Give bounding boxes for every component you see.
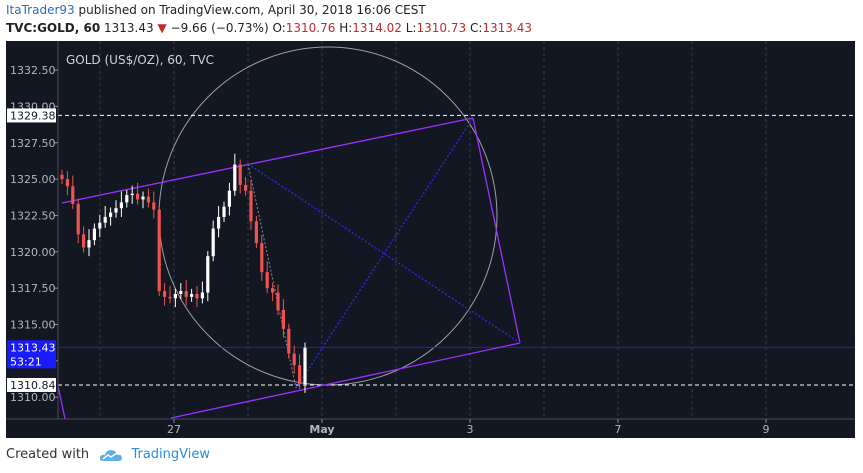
close-label: C: — [469, 21, 483, 35]
candle-body-43 — [292, 353, 296, 366]
candle-body-31 — [227, 190, 231, 207]
open-label: O: — [272, 21, 286, 35]
candle-body-23 — [184, 291, 188, 297]
y-tick-label-7: 1315.00 — [10, 319, 56, 332]
candle-body-5 — [87, 240, 91, 248]
open-value: 1310.76 — [285, 21, 336, 35]
down-arrow-icon: ▼ — [157, 21, 167, 35]
high-value: 1314.02 — [352, 21, 402, 35]
tradingview-brand[interactable]: TradingView — [131, 447, 210, 462]
channel-bottom-line — [170, 342, 521, 419]
symbol-label: TVC:GOLD, 60 — [6, 21, 101, 35]
countdown-label: 53:21 — [10, 355, 42, 368]
candle-body-21 — [173, 293, 177, 299]
drawings-layer — [58, 46, 855, 419]
symbol-summary: TVC:GOLD, 60 1313.43 ▼ −9.66 (−0.73%) O:… — [6, 21, 532, 35]
candle-body-11 — [119, 202, 123, 209]
candle-body-2 — [71, 186, 75, 204]
author-link[interactable]: ItaTrader93 — [6, 3, 75, 17]
time-axis-bg — [6, 419, 855, 438]
pitch-line-b — [295, 117, 474, 389]
y-tick-label-9: 1310.00 — [10, 391, 56, 404]
candle-body-44 — [298, 365, 302, 385]
footer: Created with TradingView — [6, 447, 210, 462]
candle-body-15 — [141, 196, 145, 200]
candle-body-3 — [76, 203, 80, 235]
candle-body-32 — [233, 164, 237, 191]
candle-body-1 — [65, 179, 69, 187]
y-tick-label-4: 1322.50 — [10, 209, 56, 222]
created-with-text: Created with — [6, 447, 90, 462]
y-tick-label-2: 1327.50 — [10, 137, 56, 150]
candle-body-42 — [287, 328, 291, 354]
x-tick-label-2: 3 — [467, 423, 474, 436]
candle-body-27 — [206, 256, 210, 293]
tradingview-cloud-icon — [100, 449, 123, 461]
low-label: L: — [405, 21, 417, 35]
current-price-label-box — [7, 340, 56, 369]
lower-level-label-text: 1310.84 — [10, 379, 56, 392]
candle-body-33 — [238, 164, 242, 185]
channel-left-stub — [58, 385, 66, 419]
candle-body-24 — [190, 293, 194, 297]
x-tick-label-4: 9 — [763, 423, 770, 436]
x-tick-label-1: May — [309, 423, 334, 436]
chart-area[interactable]: GOLD (US$/OZ), 60, TVC 1332.50 1330.00 1327… — [6, 41, 855, 438]
candle-body-17 — [152, 202, 156, 210]
candle-body-30 — [222, 206, 226, 217]
price-chart-svg[interactable]: GOLD (US$/OZ), 60, TVC1332.501330.001327… — [6, 41, 855, 438]
chart-background — [6, 41, 855, 438]
candle-body-12 — [125, 195, 129, 203]
upper-level-label-text: 1329.38 — [10, 109, 56, 122]
candle-body-20 — [168, 296, 172, 299]
candle-body-10 — [114, 208, 118, 213]
candle-body-40 — [276, 292, 280, 310]
chart-title: GOLD (US$/OZ), 60, TVC — [66, 53, 214, 67]
candle-body-9 — [109, 212, 113, 217]
y-tick-label-5: 1320.00 — [10, 246, 56, 259]
candle-body-16 — [146, 196, 150, 203]
candle-body-36 — [254, 221, 258, 244]
last-price: 1313.43 — [104, 21, 154, 35]
x-tick-label-3: 7 — [615, 423, 622, 436]
candle-body-26 — [200, 292, 204, 299]
candle-body-39 — [271, 288, 275, 293]
publish-info: ItaTrader93 published on TradingView.com… — [6, 3, 426, 17]
candle-body-35 — [249, 190, 253, 222]
lower-level-label-box — [7, 377, 56, 392]
candle-body-38 — [265, 272, 269, 289]
candle-body-18 — [157, 209, 161, 292]
published-text: published on TradingView.com, April 30, … — [78, 3, 426, 17]
candle-body-41 — [281, 309, 285, 329]
candle-body-29 — [217, 216, 221, 229]
current-price-label-text: 1313.43 — [10, 341, 56, 354]
y-tick-label-6: 1317.50 — [10, 282, 56, 295]
candle-body-8 — [103, 216, 107, 223]
low-value: 1310.73 — [416, 21, 467, 35]
candle-body-28 — [211, 228, 215, 257]
channel-top-line — [61, 117, 474, 204]
candle-body-14 — [136, 193, 140, 200]
y-tick-label-3: 1325.00 — [10, 173, 56, 186]
candle-body-34 — [244, 184, 248, 191]
candle-body-19 — [163, 291, 167, 297]
candle-body-37 — [260, 243, 264, 273]
high-label: H: — [339, 21, 353, 35]
price-change: −9.66 (−0.73%) — [170, 21, 269, 35]
candle-body-13 — [130, 193, 134, 196]
candle-body-25 — [195, 293, 199, 299]
candle-body-6 — [92, 228, 96, 241]
candle-body-45 — [303, 347, 307, 385]
candle-body-4 — [82, 234, 86, 248]
y-tick-label-0: 1332.50 — [10, 64, 56, 77]
close-value: 1313.43 — [482, 21, 532, 35]
x-tick-label-0: 27 — [167, 423, 181, 436]
candle-body-0 — [60, 174, 64, 180]
channel-right-line — [472, 117, 521, 344]
upper-level-label-box — [7, 108, 56, 123]
candle-body-22 — [179, 291, 183, 294]
candle-body-7 — [98, 222, 102, 229]
